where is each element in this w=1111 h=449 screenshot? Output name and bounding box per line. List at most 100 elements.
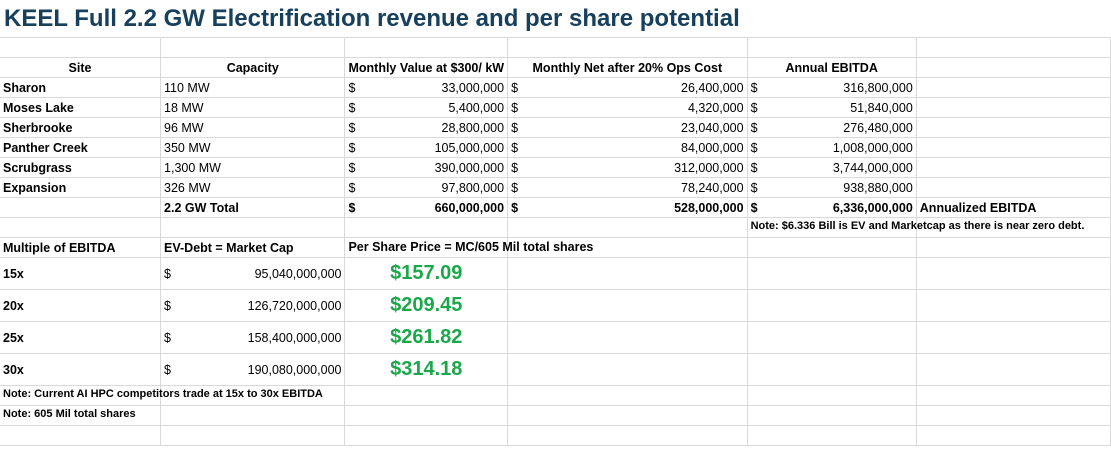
monthly-value[interactable]: $105,000,000 bbox=[344, 137, 509, 158]
header-monthly-net[interactable]: Monthly Net after 20% Ops Cost bbox=[507, 57, 748, 78]
cell-blank[interactable] bbox=[916, 77, 1111, 98]
cell-blank[interactable] bbox=[507, 217, 748, 238]
cell-blank[interactable] bbox=[507, 257, 748, 290]
annual-ebitda[interactable]: $51,840,000 bbox=[747, 97, 917, 118]
cell-blank[interactable] bbox=[507, 385, 748, 406]
cell-blank[interactable] bbox=[916, 321, 1111, 354]
site-name[interactable]: Moses Lake bbox=[0, 97, 162, 118]
cell-blank[interactable] bbox=[0, 217, 162, 238]
cell-blank[interactable] bbox=[916, 289, 1111, 322]
cell-blank[interactable] bbox=[160, 425, 346, 446]
cell-blank[interactable] bbox=[0, 197, 162, 218]
cell-blank[interactable] bbox=[344, 405, 509, 426]
total-monthly-value[interactable]: $660,000,000 bbox=[344, 197, 509, 218]
multiple[interactable]: 30x bbox=[0, 353, 162, 386]
annualized-ebitda-label[interactable]: Annualized EBITDA bbox=[916, 197, 1111, 218]
monthly-net[interactable]: $312,000,000 bbox=[507, 157, 748, 178]
header-market-cap[interactable]: EV-Debt = Market Cap bbox=[160, 237, 346, 258]
market-cap[interactable]: $126,720,000,000 bbox=[160, 289, 346, 322]
total-monthly-net[interactable]: $528,000,000 bbox=[507, 197, 748, 218]
cell-blank[interactable] bbox=[916, 57, 1111, 78]
cell-blank[interactable] bbox=[507, 321, 748, 354]
site-name[interactable]: Sharon bbox=[0, 77, 162, 98]
annual-ebitda[interactable]: $1,008,000,000 bbox=[747, 137, 917, 158]
market-cap[interactable]: $190,080,000,000 bbox=[160, 353, 346, 386]
total-capacity[interactable]: 2.2 GW Total bbox=[160, 197, 346, 218]
cell-blank[interactable] bbox=[916, 257, 1111, 290]
header-monthly-value[interactable]: Monthly Value at $300/ kW bbox=[344, 57, 509, 78]
monthly-net[interactable]: $78,240,000 bbox=[507, 177, 748, 198]
cell-blank[interactable] bbox=[160, 37, 346, 58]
cell-blank[interactable] bbox=[507, 289, 748, 322]
cell-blank[interactable] bbox=[747, 405, 917, 426]
site-capacity[interactable]: 18 MW bbox=[160, 97, 346, 118]
cell-blank[interactable] bbox=[916, 385, 1111, 406]
total-annual-ebitda[interactable]: $6,336,000,000 bbox=[747, 197, 917, 218]
cell-blank[interactable] bbox=[507, 405, 748, 426]
cell-blank[interactable] bbox=[160, 385, 346, 406]
cell-blank[interactable] bbox=[160, 217, 346, 238]
monthly-value[interactable]: $5,400,000 bbox=[344, 97, 509, 118]
site-name[interactable]: Expansion bbox=[0, 177, 162, 198]
header-annual-ebitda[interactable]: Annual EBITDA bbox=[747, 57, 917, 78]
cell-blank[interactable] bbox=[916, 97, 1111, 118]
cell-blank[interactable] bbox=[507, 237, 748, 258]
cell-blank[interactable] bbox=[916, 405, 1111, 426]
site-capacity[interactable]: 1,300 MW bbox=[160, 157, 346, 178]
cell-blank[interactable] bbox=[916, 177, 1111, 198]
note[interactable]: Note: 605 Mil total shares bbox=[0, 405, 162, 426]
cell-blank[interactable] bbox=[507, 425, 748, 446]
cell-blank[interactable] bbox=[916, 237, 1111, 258]
cell-blank[interactable] bbox=[747, 237, 917, 258]
monthly-net[interactable]: $26,400,000 bbox=[507, 77, 748, 98]
cell-blank[interactable] bbox=[747, 385, 917, 406]
site-name[interactable]: Panther Creek bbox=[0, 137, 162, 158]
per-share-price[interactable]: $314.18 bbox=[344, 353, 509, 386]
cell-blank[interactable] bbox=[344, 217, 509, 238]
cell-blank[interactable] bbox=[747, 257, 917, 290]
cell-blank[interactable] bbox=[916, 353, 1111, 386]
cell-blank[interactable] bbox=[344, 425, 509, 446]
site-name[interactable]: Scrubgrass bbox=[0, 157, 162, 178]
cell-blank[interactable] bbox=[747, 425, 917, 446]
site-capacity[interactable]: 326 MW bbox=[160, 177, 346, 198]
cell-blank[interactable] bbox=[916, 217, 1111, 238]
annual-ebitda[interactable]: $3,744,000,000 bbox=[747, 157, 917, 178]
monthly-value[interactable]: $390,000,000 bbox=[344, 157, 509, 178]
monthly-net[interactable]: $4,320,000 bbox=[507, 97, 748, 118]
cell-blank[interactable] bbox=[507, 353, 748, 386]
cell-blank[interactable] bbox=[916, 157, 1111, 178]
multiple[interactable]: 25x bbox=[0, 321, 162, 354]
note-ev[interactable]: Note: $6.336 Bill is EV and Marketcap as… bbox=[747, 217, 1084, 238]
market-cap[interactable]: $158,400,000,000 bbox=[160, 321, 346, 354]
site-capacity[interactable]: 350 MW bbox=[160, 137, 346, 158]
per-share-price[interactable]: $261.82 bbox=[344, 321, 509, 354]
annual-ebitda[interactable]: $276,480,000 bbox=[747, 117, 917, 138]
cell-blank[interactable] bbox=[916, 37, 1111, 58]
site-capacity[interactable]: 96 MW bbox=[160, 117, 346, 138]
header-multiple[interactable]: Multiple of EBITDA bbox=[0, 237, 162, 258]
site-capacity[interactable]: 110 MW bbox=[160, 77, 346, 98]
cell-blank[interactable] bbox=[747, 353, 917, 386]
cell-blank[interactable] bbox=[507, 37, 748, 58]
cell-blank[interactable] bbox=[916, 425, 1111, 446]
cell-blank[interactable] bbox=[747, 289, 917, 322]
cell-blank[interactable] bbox=[344, 385, 509, 406]
monthly-net[interactable]: $23,040,000 bbox=[507, 117, 748, 138]
cell-blank[interactable] bbox=[916, 117, 1111, 138]
cell-blank[interactable] bbox=[916, 137, 1111, 158]
monthly-value[interactable]: $97,800,000 bbox=[344, 177, 509, 198]
monthly-value[interactable]: $28,800,000 bbox=[344, 117, 509, 138]
cell-blank[interactable] bbox=[344, 37, 509, 58]
cell-blank[interactable] bbox=[747, 321, 917, 354]
cell-blank[interactable] bbox=[0, 425, 162, 446]
per-share-price[interactable]: $209.45 bbox=[344, 289, 509, 322]
cell-blank[interactable] bbox=[0, 37, 162, 58]
multiple[interactable]: 15x bbox=[0, 257, 162, 290]
note[interactable]: Note: Current AI HPC competitors trade a… bbox=[0, 385, 323, 406]
monthly-net[interactable]: $84,000,000 bbox=[507, 137, 748, 158]
annual-ebitda[interactable]: $938,880,000 bbox=[747, 177, 917, 198]
header-per-share[interactable]: Per Share Price = MC/605 Mil total share… bbox=[344, 237, 593, 258]
market-cap[interactable]: $95,040,000,000 bbox=[160, 257, 346, 290]
header-capacity[interactable]: Capacity bbox=[160, 57, 346, 78]
